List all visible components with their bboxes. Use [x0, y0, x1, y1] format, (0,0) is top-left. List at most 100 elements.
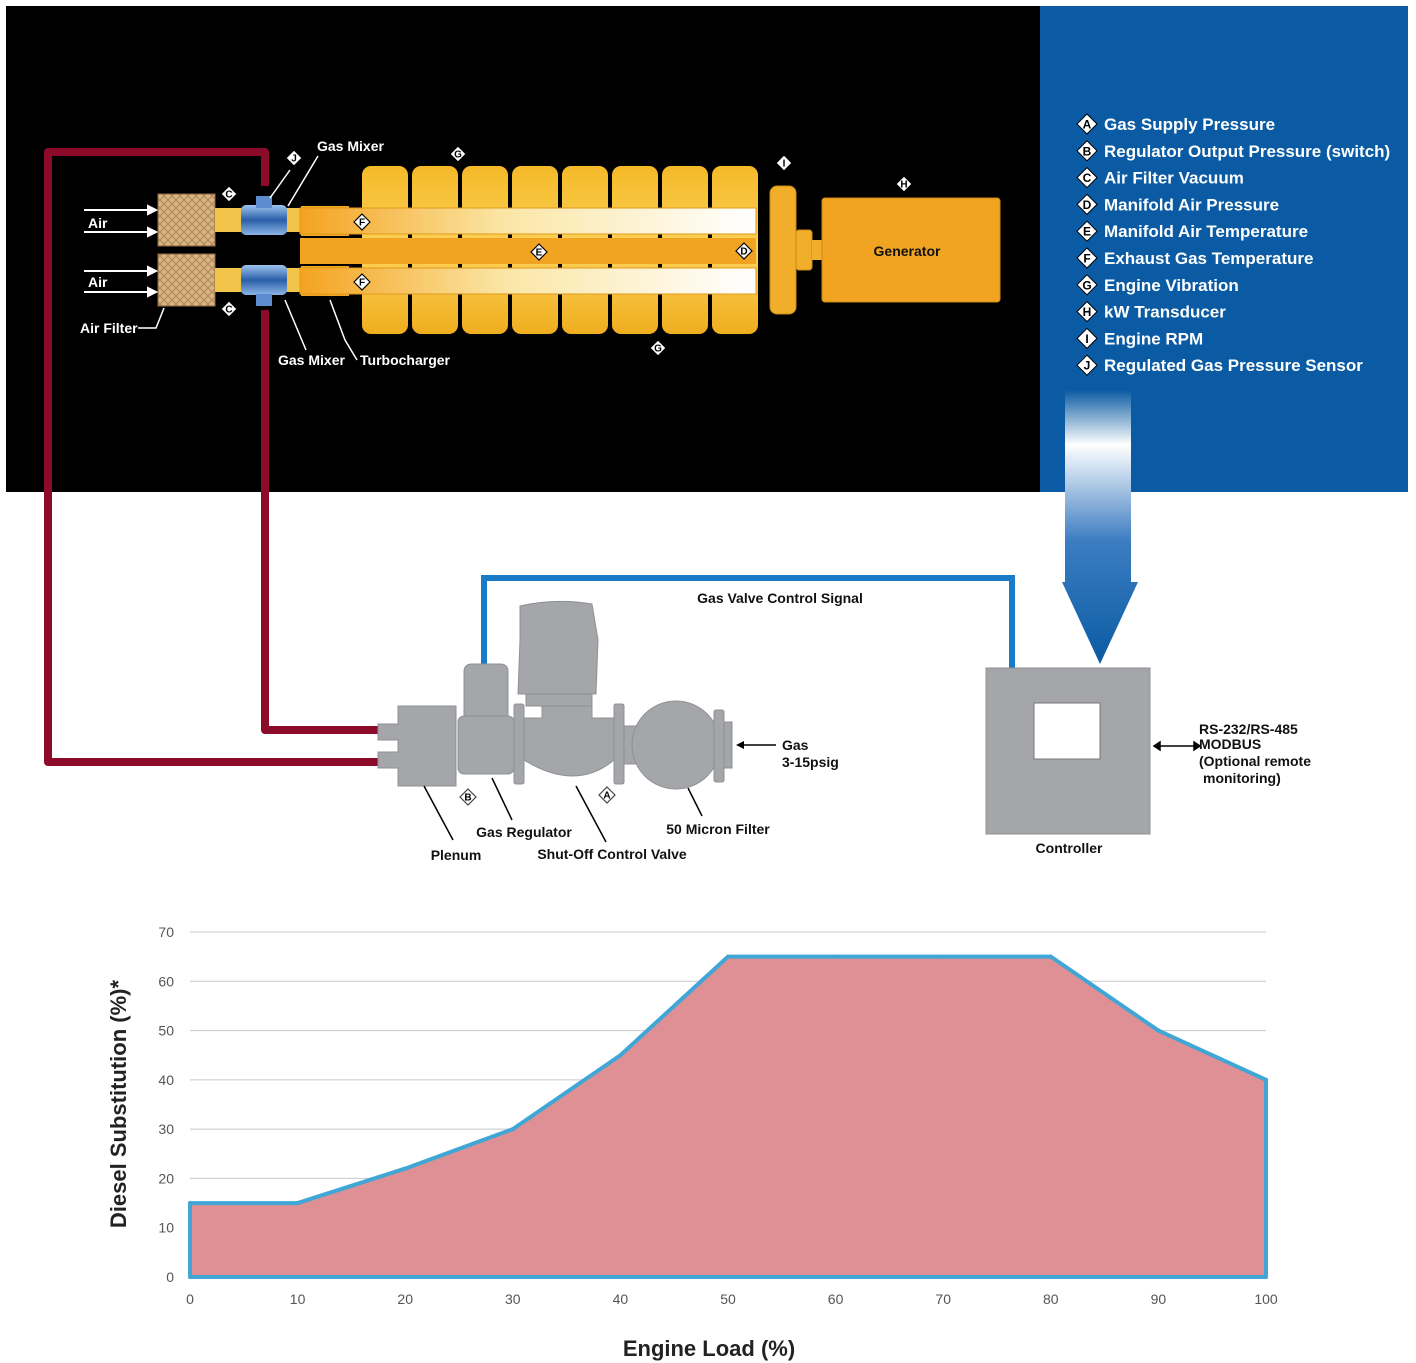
controller-display [1033, 702, 1101, 760]
legend-item-b: B Regulator Output Pressure (switch) [1076, 140, 1390, 162]
diesel-substitution-chart: 0 10 20 30 40 50 60 70 0 10 20 30 40 50 60 70 80 90 100 E… [106, 924, 1278, 1361]
chart-area-fill [190, 956, 1266, 1277]
sensor-legend: A Gas Supply Pressure B Regulator Output Pr… [1076, 113, 1390, 376]
air-label-bottom: Air [88, 274, 108, 290]
sensor-markers: J G G I H C C F F E D B A [220, 145, 913, 806]
control-signal-label: Gas Valve Control Signal [697, 590, 863, 606]
exhaust-manifold-top [299, 207, 757, 235]
chart-x-ticks: 0 10 20 30 40 50 60 70 80 90 100 [186, 1291, 1278, 1307]
controller-label: Controller [1036, 840, 1103, 856]
j-sensor-leader [269, 169, 291, 199]
x-tick-label: 70 [935, 1291, 951, 1307]
turbocharger-leader [329, 299, 358, 361]
y-tick-label: 10 [158, 1220, 174, 1236]
gas-mixer-top-label: Gas Mixer [317, 138, 384, 154]
y-tick-label: 30 [158, 1121, 174, 1137]
data-point-40 [618, 1053, 623, 1058]
x-tick-label: 90 [1151, 1291, 1167, 1307]
legend-text: Regulator Output Pressure (switch) [1104, 142, 1390, 161]
shaft [812, 240, 822, 260]
data-point-60 [833, 954, 838, 959]
legend-letter: D [1083, 198, 1092, 212]
legend-text: Engine RPM [1104, 329, 1203, 348]
x-tick-label: 40 [613, 1291, 629, 1307]
legend-text: Exhaust Gas Temperature [1104, 249, 1313, 268]
plenum-label: Plenum [431, 847, 482, 863]
marker-h-letter: H [900, 180, 907, 191]
data-point-30 [510, 1127, 515, 1132]
legend-item-i: I Engine RPM [1076, 327, 1203, 350]
gas-pipe-inner [261, 310, 380, 734]
gas-regulator-label: Gas Regulator [476, 824, 572, 840]
legend-letter: B [1083, 144, 1092, 158]
marker-f-bottom: F [353, 273, 371, 291]
legend-item-j: J Regulated Gas Pressure Sensor [1076, 354, 1363, 376]
marker-f-top: F [353, 213, 371, 231]
micron-filter [631, 700, 721, 790]
gas-inlet-stub [723, 721, 733, 769]
y-tick-label: 60 [158, 973, 174, 989]
x-tick-label: 60 [828, 1291, 844, 1307]
marker-d-letter: D [740, 247, 747, 258]
comm-label-line2: MODBUS [1199, 736, 1261, 752]
legend-item-g: G Engine Vibration [1076, 274, 1239, 296]
marker-e-letter: E [536, 248, 543, 259]
gas-supply-pipes [44, 148, 380, 766]
air-label-top: Air [88, 215, 108, 231]
chart-y-ticks: 0 10 20 30 40 50 60 70 [158, 924, 174, 1285]
data-point-50 [726, 954, 730, 959]
chart-x-axis-title: Engine Load (%) [623, 1336, 795, 1361]
marker-c-top: C [220, 185, 238, 203]
valve-actuator [517, 600, 599, 695]
marker-i-letter: I [783, 159, 786, 170]
marker-g-bottom-letter: G [654, 344, 662, 355]
legend-text: Regulated Gas Pressure Sensor [1104, 356, 1363, 375]
marker-e: E [530, 243, 548, 261]
legend-letter: A [1083, 118, 1092, 132]
air-filter-bottom [157, 253, 216, 307]
legend-letter: C [1083, 171, 1092, 185]
legend-letter: F [1083, 252, 1090, 266]
gas-inlet-arrowhead [736, 741, 744, 749]
marker-b: B [459, 788, 477, 806]
marker-g-top-letter: G [454, 150, 462, 161]
gas-regulator [457, 715, 515, 775]
data-point-90 [1156, 1028, 1161, 1033]
legend-item-e: E Manifold Air Temperature [1076, 220, 1308, 242]
y-tick-label: 0 [166, 1269, 174, 1285]
chart-y-axis-title: Diesel Substitution (%)* [106, 980, 131, 1229]
gas-mixer-bottom-label: Gas Mixer [278, 352, 345, 368]
gas-mixer-bottom-leader [284, 299, 307, 351]
generator [821, 197, 1001, 303]
legend-text: Manifold Air Temperature [1104, 222, 1308, 241]
data-point-10 [295, 1201, 300, 1206]
control-signal-line [481, 575, 1015, 668]
marker-b-letter: B [464, 793, 471, 804]
flywheel [769, 185, 797, 315]
legend-text: kW Transducer [1104, 303, 1226, 322]
marker-a: A [598, 786, 616, 804]
gas-inlet-label-line2: 3-15psig [782, 754, 839, 770]
shutoff-valve-body [523, 699, 615, 777]
plenum [377, 705, 457, 787]
gas-mixer-top-inlet [256, 196, 272, 208]
legend-text: Gas Supply Pressure [1104, 115, 1275, 134]
exhaust-manifold-bottom [299, 267, 757, 295]
y-tick-label: 70 [158, 924, 174, 940]
marker-c-top-letter: C [225, 190, 232, 201]
gas-mixer-top-leader [287, 155, 319, 207]
x-tick-label: 0 [186, 1291, 194, 1307]
data-point-80 [1048, 954, 1053, 959]
air-filter-top [157, 193, 216, 247]
gas-train-leaders [423, 777, 703, 843]
legend-text: Manifold Air Pressure [1104, 195, 1279, 214]
gas-train [377, 600, 733, 790]
legend-letter: J [1084, 359, 1091, 373]
legend-letter: I [1085, 332, 1088, 346]
x-tick-label: 20 [397, 1291, 413, 1307]
legend-letter: G [1082, 278, 1091, 292]
legend-letter: E [1083, 225, 1091, 239]
marker-g-bottom: G [649, 339, 667, 357]
marker-f-bottom-letter: F [359, 278, 365, 289]
